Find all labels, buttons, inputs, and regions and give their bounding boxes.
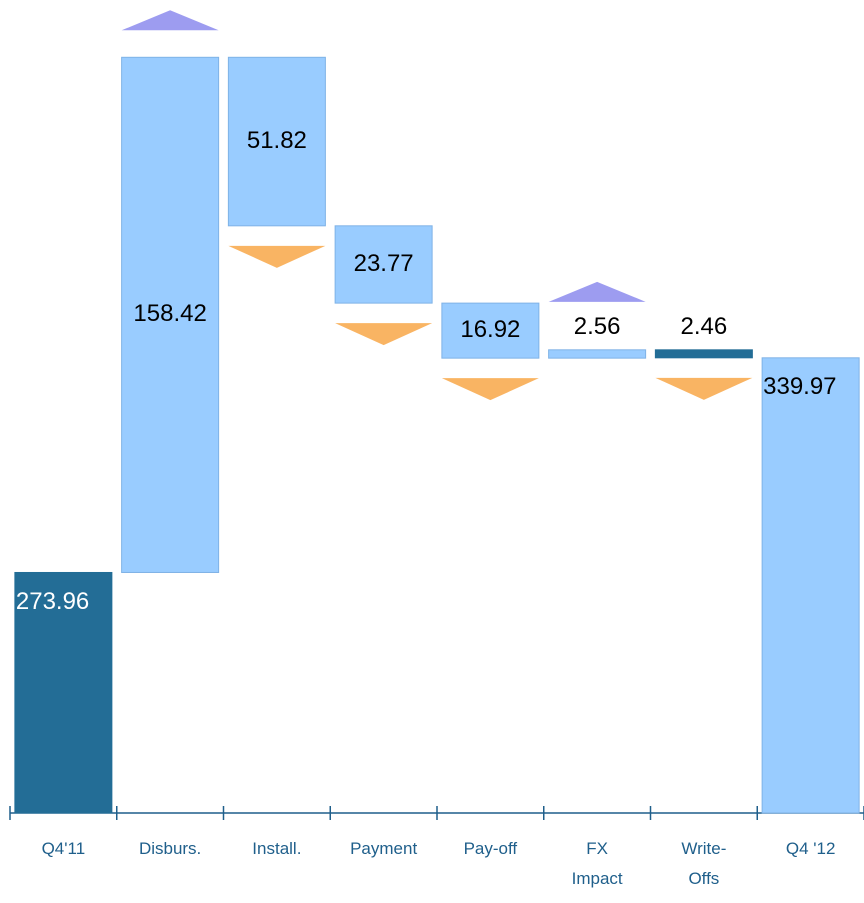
value-label: 16.92: [460, 316, 520, 343]
value-label: 2.46: [681, 313, 728, 340]
decrease-marker: [228, 245, 326, 268]
bar: [548, 349, 647, 359]
increase-marker: [121, 10, 219, 31]
x-tick-label: Payment: [330, 834, 437, 864]
value-label: 51.82: [247, 127, 307, 154]
increase-marker: [548, 281, 646, 302]
x-tick-label: Disburs.: [117, 834, 224, 864]
x-tick-label: Install.: [224, 834, 331, 864]
value-label: 23.77: [354, 250, 414, 277]
bar: [14, 571, 113, 814]
decrease-marker: [441, 378, 539, 401]
x-tick-label: Write-Offs: [651, 834, 758, 894]
x-tick-label: FX Impact: [544, 834, 651, 894]
x-tick-text: FX Impact: [571, 839, 623, 888]
bar: [334, 225, 433, 304]
bar: [121, 56, 220, 573]
value-label: 158.42: [133, 300, 206, 327]
value-label: 2.56: [574, 313, 621, 340]
decrease-marker: [655, 377, 753, 400]
value-label: 339.97: [763, 373, 836, 400]
bar: [761, 357, 860, 814]
bar: [441, 302, 540, 359]
x-tick-text: Disburs.: [138, 839, 202, 858]
x-tick-text: Q4 '12: [785, 839, 836, 858]
value-label: 273.96: [16, 588, 89, 615]
x-tick-text: Write-Offs: [681, 839, 727, 888]
x-tick-label: Pay-off: [437, 834, 544, 864]
x-tick-text: Pay-off: [463, 839, 518, 858]
x-tick-label: Q4'11: [10, 834, 117, 864]
x-tick-text: Payment: [350, 839, 418, 858]
x-tick-text: Q4'11: [41, 839, 86, 858]
x-tick-label: Q4 '12: [757, 834, 864, 864]
x-tick-text: Install.: [252, 839, 302, 858]
decrease-marker: [335, 323, 433, 346]
bar: [227, 56, 326, 227]
bar: [654, 349, 753, 359]
